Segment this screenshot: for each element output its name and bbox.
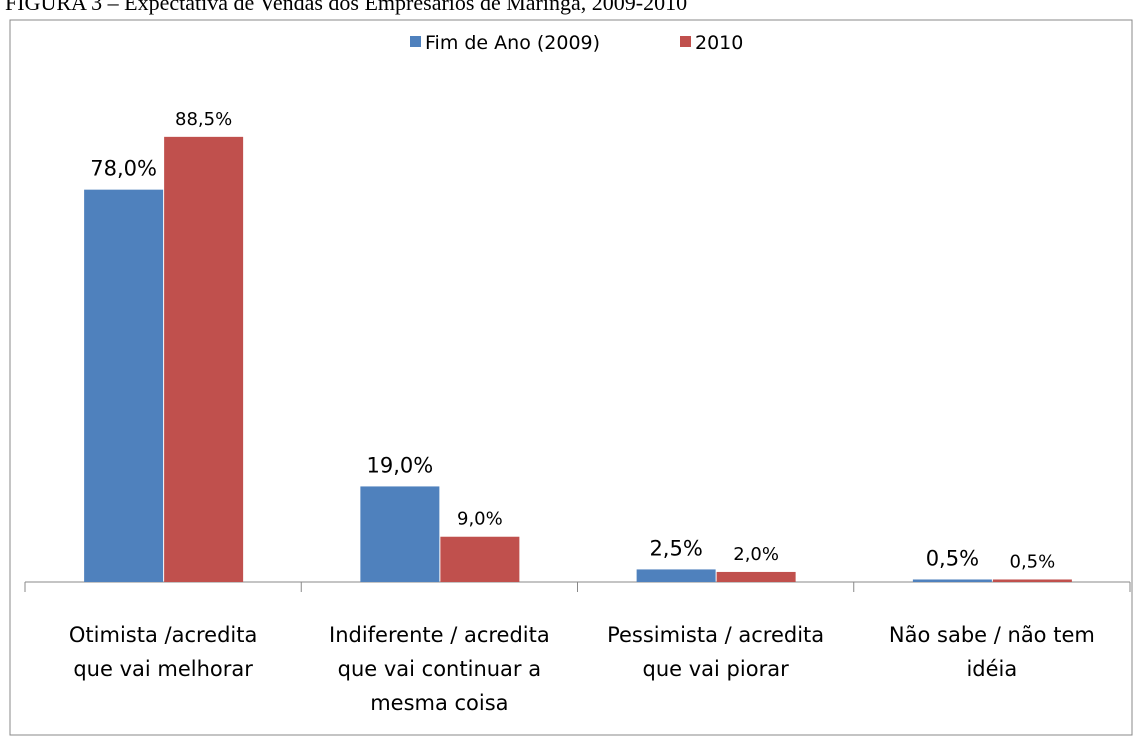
bar [716, 571, 796, 582]
x-tick-label: Pessimista / acredita que vai piorar [607, 623, 825, 681]
legend-swatch [410, 36, 421, 47]
bar [440, 536, 520, 582]
bar [992, 579, 1072, 582]
data-label: 9,0% [457, 509, 503, 530]
x-tick-label: Otimista /acredita que vai melhorar [68, 623, 258, 681]
bar [360, 486, 440, 582]
data-label: 2,0% [733, 544, 779, 565]
legend-label: 2010 [695, 32, 743, 54]
data-label: 78,0% [90, 157, 157, 181]
bar [164, 136, 244, 582]
data-label: 0,5% [1010, 551, 1056, 572]
legend-label: Fim de Ano (2009) [425, 32, 600, 54]
bar [636, 569, 716, 582]
chart-title: FIGURA 3 – Expectativa de Vendas dos Emp… [5, 0, 687, 15]
bar [84, 189, 164, 582]
data-label: 19,0% [367, 453, 434, 477]
data-label: 0,5% [926, 546, 979, 570]
bar [912, 579, 992, 582]
x-tick-label: Indiferente / acredita que vai continuar… [329, 623, 550, 715]
x-tick-label: Não sabe / não tem idéia [888, 623, 1095, 681]
data-label: 88,5% [175, 109, 232, 130]
legend-swatch [680, 36, 691, 47]
data-label: 2,5% [649, 536, 702, 560]
